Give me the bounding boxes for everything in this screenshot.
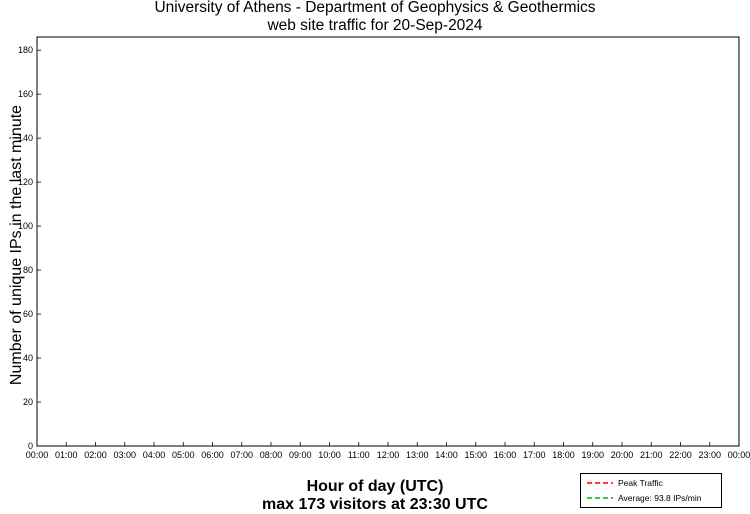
legend-swatch-average <box>587 497 613 499</box>
legend-entry-peak: Peak Traffic <box>587 477 663 489</box>
x-tick-label: 12:00 <box>377 450 400 460</box>
max-visitors-caption: max 173 visitors at 23:30 UTC <box>262 496 488 513</box>
x-tick-label: 01:00 <box>55 450 78 460</box>
axes: 00:00 01:00 02:00 03:00 04:00 05:00 06:00 07:00… <box>18 36 750 460</box>
legend-label-peak: Peak Traffic <box>618 478 663 488</box>
y-tick-label: 60 <box>23 309 33 319</box>
x-tick-label: 03:00 <box>113 450 136 460</box>
chart-title-line-2: web site traffic for 20-Sep-2024 <box>267 17 483 34</box>
x-tick-label: 20:00 <box>611 450 634 460</box>
x-tick-label: 19:00 <box>581 450 604 460</box>
x-tick-label: 16:00 <box>494 450 517 460</box>
x-tick-label: 21:00 <box>640 450 663 460</box>
legend-entry-average: Average: 93.8 IPs/min <box>587 492 701 504</box>
y-tick-label: 100 <box>18 221 33 231</box>
plot-frame <box>36 36 740 447</box>
y-tick-label: 180 <box>18 45 33 55</box>
x-tick-label: 06:00 <box>201 450 224 460</box>
x-tick-label: 23:00 <box>698 450 721 460</box>
legend-swatch-peak <box>587 482 613 484</box>
x-tick-label: 08:00 <box>260 450 283 460</box>
y-tick-label: 120 <box>18 177 33 187</box>
x-tick-label: 02:00 <box>84 450 107 460</box>
x-tick-label: 13:00 <box>406 450 429 460</box>
x-tick-label: 18:00 <box>552 450 575 460</box>
y-tick-label: 160 <box>18 89 33 99</box>
legend-label-average: Average: 93.8 IPs/min <box>618 493 702 503</box>
x-tick-label: 17:00 <box>523 450 546 460</box>
x-tick-label: 04:00 <box>143 450 166 460</box>
y-tick-label: 140 <box>18 133 33 143</box>
legend: Peak Traffic Average: 93.8 IPs/min <box>580 473 722 508</box>
x-axis-label: Hour of day (UTC) <box>306 478 444 495</box>
x-tick-label: 05:00 <box>172 450 195 460</box>
x-tick-label: 15:00 <box>464 450 487 460</box>
x-tick-label: 10:00 <box>318 450 341 460</box>
y-tick-label: 20 <box>23 397 33 407</box>
x-tick-label: 09:00 <box>289 450 312 460</box>
x-tick-label: 07:00 <box>230 450 253 460</box>
y-tick-label: 0 <box>28 441 33 451</box>
x-tick-label: 00:00 <box>26 450 49 460</box>
y-tick-label: 40 <box>23 353 33 363</box>
x-tick-label: 11:00 <box>348 450 370 460</box>
x-tick-label: 22:00 <box>669 450 692 460</box>
x-tick-label: 00:00 <box>728 450 750 460</box>
x-tick-label: 14:00 <box>435 450 458 460</box>
y-tick-label: 80 <box>23 265 33 275</box>
traffic-chart: ↓M:3.3↓M:3.4↓M:3.6 00:0001:0002:0003:000… <box>18 36 750 460</box>
chart-title-line-1: University of Athens - Department of Geo… <box>154 0 596 16</box>
